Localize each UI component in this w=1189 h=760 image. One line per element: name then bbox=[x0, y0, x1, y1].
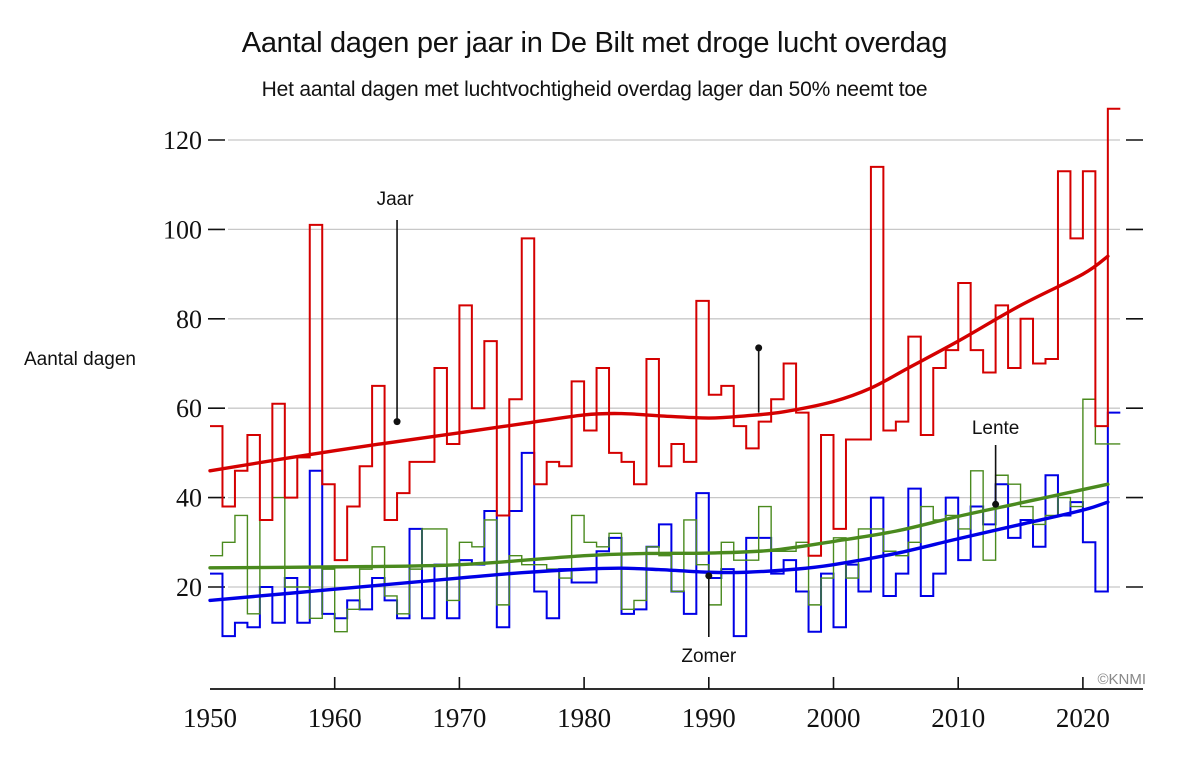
x-tick-label-2020: 2020 bbox=[1056, 703, 1110, 733]
gridlines bbox=[228, 139, 1120, 588]
x-axis: 1950 1960 1970 1980 1990 2000 2010 2020 bbox=[183, 677, 1143, 733]
x-tick-label-1990: 1990 bbox=[682, 703, 736, 733]
annotation-dot-jaar-2 bbox=[755, 344, 763, 352]
trend-line-lente bbox=[208, 482, 1110, 570]
annotation-dot-zomer bbox=[705, 572, 713, 580]
annotation-label-zomer: Zomer bbox=[681, 646, 737, 667]
y-tick-label-60: 60 bbox=[176, 394, 202, 423]
series-lente bbox=[210, 398, 1121, 633]
x-tick-label-1960: 1960 bbox=[308, 703, 362, 733]
annotation-dot-jaar bbox=[393, 418, 401, 426]
y-tick-label-120: 120 bbox=[163, 126, 202, 155]
annotation-label-jaar: Jaar bbox=[377, 189, 415, 210]
trend-line-jaar bbox=[208, 254, 1110, 473]
trend-line-zomer bbox=[208, 500, 1110, 603]
chart-subtitle: Het aantal dagen met luchtvochtigheid ov… bbox=[261, 78, 928, 101]
series-jaar bbox=[210, 107, 1121, 562]
y-tick-label-20: 20 bbox=[176, 573, 202, 602]
series-step-lines bbox=[210, 107, 1121, 638]
annotation-label-lente: Lente bbox=[972, 418, 1020, 439]
x-tick-label-2010: 2010 bbox=[931, 703, 985, 733]
y-tick-label-100: 100 bbox=[163, 215, 202, 244]
annotation-dot-lente bbox=[992, 500, 1000, 508]
y-tick-label-40: 40 bbox=[176, 484, 202, 513]
step-line-lente bbox=[210, 398, 1121, 633]
y-tick-label-80: 80 bbox=[176, 305, 202, 334]
x-tick-label-1950: 1950 bbox=[183, 703, 237, 733]
y-ticks-left: 20 40 60 80 100 120 bbox=[163, 126, 225, 602]
credit-label: ©KNMI bbox=[1097, 671, 1146, 688]
series-trend-lines bbox=[208, 254, 1110, 603]
annotations: Jaar Lente Zomer bbox=[377, 189, 1020, 667]
y-ticks-right bbox=[1126, 139, 1143, 588]
x-tick-label-1980: 1980 bbox=[557, 703, 611, 733]
chart-title: Aantal dagen per jaar in De Bilt met dro… bbox=[241, 27, 948, 59]
y-axis-label: Aantal dagen bbox=[24, 349, 136, 370]
x-tick-label-1970: 1970 bbox=[432, 703, 486, 733]
step-line-jaar bbox=[210, 107, 1121, 562]
x-tick-label-2000: 2000 bbox=[807, 703, 861, 733]
